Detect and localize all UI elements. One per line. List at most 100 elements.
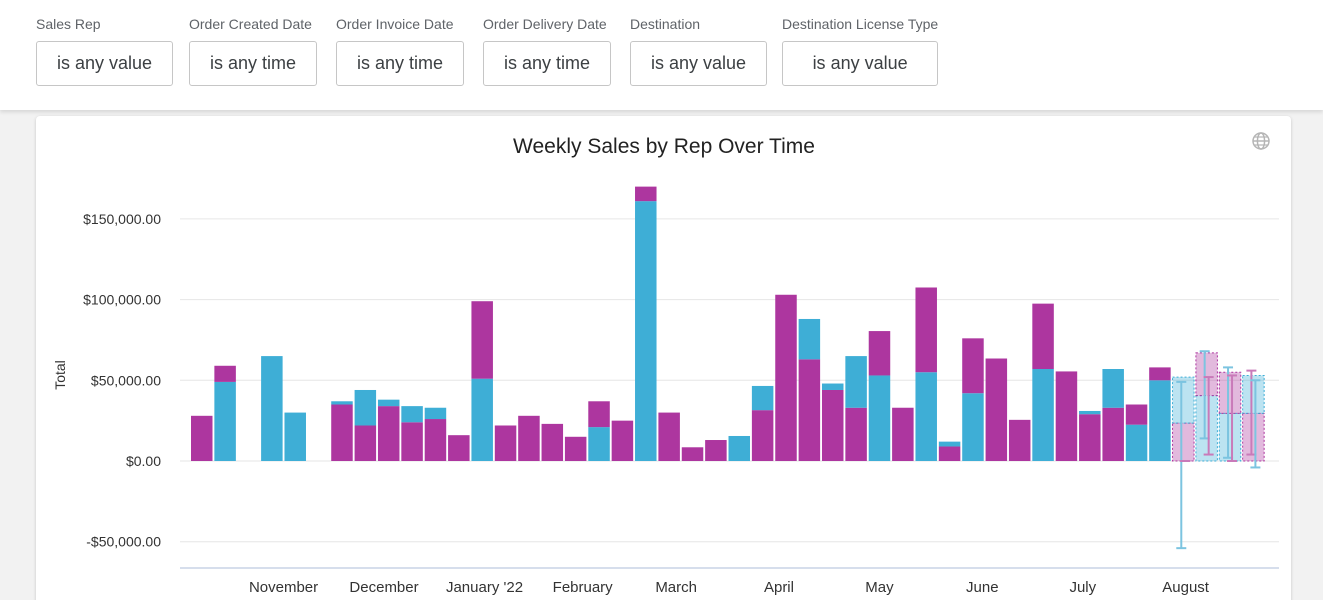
bar-segment-purple [214, 365, 236, 382]
bar-segment-blue [728, 435, 751, 461]
y-axis-label: Total [52, 360, 68, 390]
bar-segment-blue [915, 372, 937, 461]
bar-segment-purple [938, 446, 961, 461]
forecast-segment-purple [1218, 371, 1242, 414]
forecast-segment-purple [1195, 352, 1218, 397]
filter-4: Destination is any value [630, 15, 768, 86]
bar-segment-blue [1149, 380, 1171, 461]
bar-segment-blue [1102, 369, 1124, 408]
filter-label: Order Invoice Date [336, 16, 454, 32]
bar-segment-purple [681, 447, 704, 461]
chart-title: Weekly Sales by Rep Over Time [513, 135, 815, 158]
filter-value-button[interactable]: is any time [483, 41, 612, 86]
bar-segment-purple [985, 358, 1008, 461]
bar-segment-blue [962, 393, 984, 461]
bar-segment-blue [845, 356, 867, 408]
bar-segment-blue [261, 356, 283, 461]
bar-segment-purple [471, 301, 493, 379]
filter-1: Order Created Date is any time [189, 15, 318, 86]
forecast-segment-blue [1195, 395, 1218, 462]
bar-segment-purple [635, 186, 657, 202]
filter-value-button[interactable]: is any time [336, 41, 465, 86]
bar-segment-blue [1125, 424, 1148, 461]
bar-segment-purple [331, 404, 353, 461]
x-tick-label: November [249, 579, 318, 596]
bar-segment-blue [821, 383, 844, 390]
bar-segment-purple [377, 406, 400, 461]
bar-segment-blue [354, 389, 377, 426]
y-tick-label: $150,000.00 [83, 211, 161, 227]
bar-segment-purple [775, 294, 797, 461]
bar-segment-purple [494, 425, 517, 461]
bar-segment-blue [751, 385, 774, 411]
bar-segment-blue [938, 441, 961, 447]
bar-segment-purple [424, 419, 447, 461]
bar-segment-purple [1149, 367, 1171, 381]
bar-segment-purple [518, 415, 540, 461]
bar-segment-purple [1079, 414, 1101, 461]
forecast-segment-blue [1218, 412, 1242, 462]
bar-segment-blue [635, 201, 657, 461]
filter-value-button[interactable]: is any value [36, 41, 174, 86]
chart-card: Weekly Sales by Rep Over Time -$50,000.00… [36, 116, 1291, 600]
forecast-segment-purple [1172, 422, 1195, 462]
weekly-sales-chart: Weekly Sales by Rep Over Time -$50,000.00… [52, 135, 1279, 596]
filter-label: Sales Rep [36, 16, 101, 32]
forecast-segment-blue [1172, 376, 1195, 424]
bar-segment-purple [705, 440, 727, 461]
bar-segment-purple [588, 401, 610, 428]
bar-segment-purple [1055, 371, 1078, 461]
forecast-segment-blue [1242, 374, 1265, 414]
bar-segment-purple [821, 389, 844, 461]
x-tick-label: April [764, 579, 794, 596]
filter-label: Destination [630, 16, 701, 32]
x-tick-label: February [553, 579, 614, 596]
bar-segment-purple [868, 331, 891, 376]
filter-value-button[interactable]: is any value [630, 41, 768, 86]
bar-segment-blue [1032, 369, 1054, 461]
x-tick-label: March [655, 579, 697, 596]
bar-segment-blue [868, 375, 891, 461]
y-tick-label: $50,000.00 [91, 372, 161, 388]
filter-0: Sales Rep is any value [36, 15, 174, 86]
filter-2: Order Invoice Date is any time [336, 15, 465, 86]
bar-segment-purple [354, 425, 377, 461]
bar-segment-blue [798, 318, 821, 360]
x-tick-label: May [865, 579, 894, 596]
bar-segment-purple [611, 420, 634, 461]
bar-segment-purple [845, 407, 867, 461]
bar-segment-purple [1102, 407, 1124, 461]
forecast-segment-purple [1242, 412, 1265, 462]
x-tick-label: December [349, 579, 418, 596]
bar-segment-blue [1079, 410, 1101, 415]
bar-segment-purple [892, 407, 914, 461]
filter-label: Order Created Date [189, 16, 312, 32]
bar-segment-purple [915, 287, 937, 373]
x-tick-label: June [966, 579, 999, 596]
bar-segment-purple [798, 359, 821, 461]
x-tick-label: July [1069, 579, 1096, 596]
filter-value-button[interactable]: is any value [782, 41, 939, 86]
bar-segment-purple [564, 436, 587, 461]
y-tick-label: -$50,000.00 [86, 534, 161, 550]
bar-segment-blue [331, 401, 353, 405]
bar-segment-purple [1125, 404, 1148, 425]
y-tick-label: $0.00 [126, 453, 161, 469]
x-tick-label: August [1162, 579, 1210, 596]
bar-segment-purple [401, 422, 423, 461]
bar-segment-blue [471, 378, 493, 461]
x-tick-label: January '22 [446, 579, 523, 596]
filter-value-button[interactable]: is any time [189, 41, 318, 86]
bar-segment-purple [448, 435, 470, 461]
bar-segment-purple [1032, 303, 1054, 370]
globe-icon[interactable] [1251, 131, 1271, 151]
bar-segment-blue [377, 399, 400, 407]
bar-segment-purple [751, 410, 774, 461]
bar-segment-blue [401, 406, 423, 423]
filter-bar: Sales Rep is any value Order Created Date i… [0, 0, 1323, 110]
y-tick-label: $100,000.00 [83, 292, 161, 308]
bar-segment-purple [1008, 419, 1031, 461]
bar-segment-purple [658, 412, 680, 461]
bar-segment-blue [424, 407, 447, 420]
bar-segment-purple [191, 415, 213, 461]
